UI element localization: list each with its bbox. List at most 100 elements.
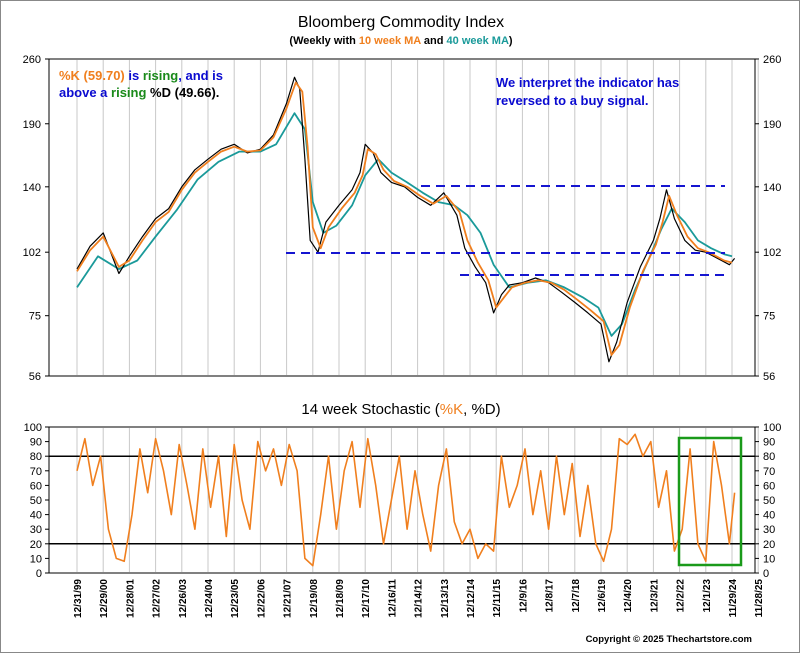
annotation-left-line2: above a rising %D (49.66). xyxy=(59,85,219,100)
x-tick-label: 12/18/09 xyxy=(335,579,346,618)
text-part: 10 week MA xyxy=(359,35,421,47)
y-tick-label: 40 xyxy=(30,510,42,522)
text-part: %K xyxy=(440,401,463,418)
y-tick-label: 80 xyxy=(30,451,42,463)
y-tick-label: 190 xyxy=(763,119,781,131)
x-tick-label: 12/16/11 xyxy=(387,579,398,618)
text-part: %K (59.70) xyxy=(59,68,125,83)
text-part: rising xyxy=(143,68,178,83)
text-part: is xyxy=(125,68,143,83)
text-part: , and is xyxy=(178,68,223,83)
x-tick-label: 12/17/10 xyxy=(361,579,372,618)
x-tick-label: 12/8/17 xyxy=(545,579,556,613)
y-tick-label: 60 xyxy=(30,480,42,492)
x-tick-label: 12/6/19 xyxy=(597,579,608,613)
x-tick-label: 12/31/99 xyxy=(73,579,84,618)
y-tick-label: 75 xyxy=(29,311,41,323)
text-part: rising xyxy=(111,85,146,100)
y-tick-label: 75 xyxy=(763,311,775,323)
y-tick-label: 30 xyxy=(763,524,775,536)
stochastic-title: 14 week Stochastic (%K, %D) xyxy=(301,401,500,418)
series-line-10-week-ma xyxy=(76,81,733,356)
chart-title: Bloomberg Commodity Index xyxy=(298,14,504,31)
x-tick-label: 12/24/04 xyxy=(204,579,215,618)
x-tick-label: 12/14/12 xyxy=(414,579,425,618)
annotation-left-line1: %K (59.70) is rising, and is xyxy=(59,68,223,83)
y-tick-label: 190 xyxy=(23,119,41,131)
x-tick-label: 12/29/00 xyxy=(99,579,110,618)
x-tick-label: 11/29/24 xyxy=(728,579,739,618)
stochastic-y-ticks-left: 0 10 20 30 40 50 60 70 80 90 100 xyxy=(24,422,49,580)
text-part: %D (49.66). xyxy=(146,85,219,100)
stochastic-reference-lines xyxy=(49,455,755,545)
x-tick-label: 12/19/08 xyxy=(309,579,320,618)
x-tick-label: 12/9/16 xyxy=(518,579,529,613)
y-tick-label: 140 xyxy=(23,182,41,194)
x-tick-label: 12/28/01 xyxy=(125,579,136,618)
price-gridlines xyxy=(76,60,759,375)
text-part: 14 week Stochastic ( xyxy=(301,401,439,418)
y-tick-label: 102 xyxy=(763,247,781,259)
y-tick-label: 90 xyxy=(30,437,42,449)
text-part: , %D) xyxy=(463,401,501,418)
x-tick-label: 12/13/13 xyxy=(440,579,451,618)
annotation-right-line1: We interpret the indicator has xyxy=(496,75,679,90)
x-tick-label: 11/28/25 xyxy=(754,579,765,618)
y-tick-label: 50 xyxy=(30,495,42,507)
text-part: and xyxy=(421,35,447,47)
y-tick-label: 56 xyxy=(29,371,41,383)
price-plot-frame xyxy=(48,58,756,377)
text-part: (Weekly with xyxy=(289,35,358,47)
text-part: ) xyxy=(509,35,513,47)
support-resistance-lines xyxy=(286,185,725,276)
x-tick-label: 12/22/06 xyxy=(256,579,267,618)
y-tick-label: 50 xyxy=(763,495,775,507)
y-tick-label: 56 xyxy=(763,371,775,383)
x-tick-label: 12/26/03 xyxy=(178,579,189,618)
series-line-40-week-ma xyxy=(76,112,733,337)
y-tick-label: 90 xyxy=(763,437,775,449)
highlight-box xyxy=(677,436,743,567)
y-tick-label: 20 xyxy=(30,539,42,551)
text-part: 40 week MA xyxy=(447,35,509,47)
x-axis-date-labels: 12/31/99 12/29/00 12/28/01 12/27/02 12/26/03… xyxy=(73,579,765,618)
x-tick-label: 12/21/07 xyxy=(283,579,294,618)
price-y-ticks-left: 56 75 102 140 190 260 xyxy=(23,54,49,383)
x-tick-label: 12/4/20 xyxy=(623,579,634,613)
y-tick-label: 70 xyxy=(30,466,42,478)
y-tick-label: 10 xyxy=(30,553,42,565)
y-tick-label: 80 xyxy=(763,451,775,463)
x-tick-label: 12/2/22 xyxy=(676,579,687,613)
chart-subtitle: (Weekly with 10 week MA and 40 week MA) xyxy=(289,35,513,47)
x-tick-label: 12/7/18 xyxy=(571,579,582,613)
y-tick-label: 30 xyxy=(30,524,42,536)
y-tick-label: 102 xyxy=(23,247,41,259)
y-tick-label: 70 xyxy=(763,466,775,478)
y-tick-label: 0 xyxy=(36,568,42,580)
stochastic-y-ticks-right: 0 10 20 30 40 50 60 70 80 90 100 xyxy=(755,422,781,580)
stochastic-series-group xyxy=(76,433,736,567)
text-part: above a xyxy=(59,85,111,100)
price-series-group xyxy=(76,76,736,363)
x-tick-label: 12/1/23 xyxy=(702,579,713,613)
y-tick-label: 260 xyxy=(23,54,41,66)
y-tick-label: 60 xyxy=(763,480,775,492)
y-tick-label: 140 xyxy=(763,182,781,194)
y-tick-label: 40 xyxy=(763,510,775,522)
x-tick-label: 12/12/14 xyxy=(466,579,477,618)
y-tick-label: 260 xyxy=(763,54,781,66)
series-line-price xyxy=(76,76,736,363)
x-tick-label: 12/11/15 xyxy=(492,579,503,618)
y-tick-label: 100 xyxy=(24,422,42,434)
x-tick-label: 12/23/05 xyxy=(230,579,241,618)
stochastic-gridlines xyxy=(76,428,759,572)
price-y-ticks-right: 56 75 102 140 190 260 xyxy=(755,54,781,383)
x-tick-label: 12/3/21 xyxy=(649,579,660,613)
y-tick-label: 100 xyxy=(763,422,781,434)
copyright-text: Copyright © 2025 Thechartstore.com xyxy=(586,634,752,645)
stoch-line-k xyxy=(76,433,736,567)
annotation-right-line2: reversed to a buy signal. xyxy=(496,93,648,108)
y-tick-label: 20 xyxy=(763,539,775,551)
x-tick-label: 12/27/02 xyxy=(152,579,163,618)
